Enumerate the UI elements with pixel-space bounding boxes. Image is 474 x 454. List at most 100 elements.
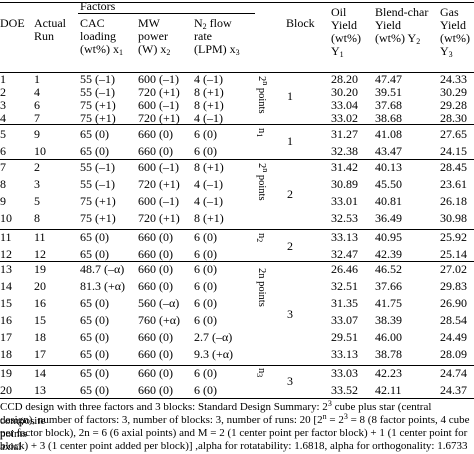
header-blend-line2: Yield	[375, 18, 401, 32]
table-cell-run: 4	[34, 85, 40, 99]
table-cell-x1: 65 (0)	[80, 330, 109, 344]
table-cell-run: 10	[34, 144, 46, 158]
header-n2-line1: N2 flow	[194, 16, 232, 32]
header-gas-line1: Gas	[440, 5, 459, 19]
table-cell-y3: 26.18	[440, 194, 467, 208]
table-cell-x3: 9.3 (+α)	[194, 347, 234, 361]
header-blend-line3: (wt%) Y2	[375, 31, 421, 47]
top-rule	[0, 2, 474, 3]
table-cell-y3: 24.74	[440, 366, 467, 380]
group-label-center-1: n1	[255, 128, 267, 138]
block-number: 2	[287, 187, 293, 201]
table-cell-y2: 42.39	[375, 247, 402, 261]
header-actual-run-line1: Actual	[34, 16, 66, 30]
table-cell-doe: 8	[0, 177, 6, 191]
block-rule-3	[0, 229, 474, 230]
block-number: 1	[287, 89, 293, 103]
table-cell-y1: 33.04	[331, 98, 358, 112]
table-cell-y1: 31.35	[331, 296, 358, 310]
table-cell-y1: 30.20	[331, 85, 358, 99]
table-cell-x2: 660 (0)	[138, 262, 173, 276]
table-cell-x2: 660 (0)	[138, 247, 173, 261]
table-cell-x1: 48.7 (–α)	[80, 262, 125, 276]
table-cell-run: 8	[34, 211, 40, 225]
table-cell-x1: 55 (–1)	[80, 85, 115, 99]
group-label-factor-points-2: 2n points	[256, 163, 270, 201]
table-cell-y2: 46.00	[375, 330, 402, 344]
block-rule-5	[0, 365, 474, 366]
table-cell-y1: 28.20	[331, 72, 358, 86]
table-cell-run: 1	[34, 72, 40, 86]
table-cell-y1: 33.13	[331, 230, 358, 244]
table-cell-y3: 24.15	[440, 144, 467, 158]
table-cell-y3: 28.45	[440, 160, 467, 174]
group-label-factor-points-1: 2n points	[256, 76, 270, 114]
header-oil-line4: Y1	[331, 44, 344, 60]
block-rule-4	[0, 261, 474, 262]
table-cell-x2: 760 (+α)	[138, 313, 181, 327]
table-cell-y1: 33.07	[331, 313, 358, 327]
table-cell-run: 19	[34, 262, 46, 276]
table-cell-doe: 13	[0, 262, 12, 276]
table-cell-doe: 18	[0, 347, 12, 361]
table-cell-x1: 65 (0)	[80, 296, 109, 310]
factors-rule	[78, 13, 255, 14]
table-cell-doe: 4	[0, 111, 6, 125]
table-cell-y1: 26.46	[331, 262, 358, 276]
header-oil-line3: (wt%)	[331, 31, 361, 45]
table-cell-run: 13	[34, 383, 46, 397]
footnote-line-2: design), number of factors: 3, number of…	[0, 412, 470, 440]
table-cell-run: 14	[34, 366, 46, 380]
table-cell-x3: 8 (+1)	[194, 98, 224, 112]
table-cell-x1: 65 (0)	[80, 247, 109, 261]
header-oil-line2: Yield	[331, 18, 357, 32]
table-cell-doe: 12	[0, 247, 12, 261]
table-cell-y2: 37.66	[375, 279, 402, 293]
footnote-line-1: CCD design with three factors and 3 bloc…	[0, 399, 432, 427]
table-cell-run: 17	[34, 347, 46, 361]
table-cell-doe: 20	[0, 383, 12, 397]
table-cell-y1: 29.51	[331, 330, 358, 344]
header-cac-line2: loading	[80, 29, 116, 43]
table-bottom-rule	[0, 398, 474, 399]
table-cell-x3: 6 (0)	[194, 247, 217, 261]
table-cell-run: 16	[34, 296, 46, 310]
table-cell-y2: 38.68	[375, 111, 402, 125]
table-cell-x3: 6 (0)	[194, 313, 217, 327]
table-cell-x1: 65 (0)	[80, 383, 109, 397]
header-factors: Factors	[80, 0, 116, 13]
table-cell-doe: 15	[0, 296, 12, 310]
table-cell-x3: 4 (–1)	[194, 72, 223, 86]
table-cell-y2: 42.23	[375, 366, 402, 380]
table-cell-run: 2	[34, 160, 40, 174]
table-cell-x1: 75 (+1)	[80, 111, 116, 125]
table-cell-y3: 30.29	[440, 85, 467, 99]
table-cell-x2: 720 (+1)	[138, 177, 180, 191]
table-cell-y3: 24.49	[440, 330, 467, 344]
footnote-line-4: block) + 3 (1 center point added per blo…	[0, 440, 468, 452]
header-gas-line2: Yield	[440, 18, 466, 32]
header-blend-line1: Blend-char	[375, 5, 429, 19]
table-cell-x3: 6 (0)	[194, 296, 217, 310]
table-cell-doe: 3	[0, 98, 6, 112]
table-cell-y1: 33.03	[331, 366, 358, 380]
table-cell-doe: 5	[0, 127, 6, 141]
table-cell-y2: 41.08	[375, 127, 402, 141]
table-cell-y3: 27.65	[440, 127, 467, 141]
table-cell-y2: 47.47	[375, 72, 402, 86]
table-cell-run: 3	[34, 177, 40, 191]
header-gas-line3: (wt%)	[440, 31, 470, 45]
table-cell-doe: 2	[0, 85, 6, 99]
table-cell-x3: 6 (0)	[194, 230, 217, 244]
table-cell-y3: 28.09	[440, 347, 467, 361]
table-cell-doe: 7	[0, 160, 6, 174]
table-cell-x2: 600 (–1)	[138, 72, 179, 86]
block-number: 3	[287, 374, 293, 388]
group-label-axial-points: 2n points	[256, 268, 267, 307]
block-number: 1	[287, 134, 293, 148]
table-cell-x3: 4 (–1)	[194, 111, 223, 125]
header-mw-line1: MW	[138, 16, 160, 30]
table-cell-y1: 33.01	[331, 194, 358, 208]
table-cell-x2: 660 (0)	[138, 144, 173, 158]
table-cell-y3: 25.92	[440, 230, 467, 244]
